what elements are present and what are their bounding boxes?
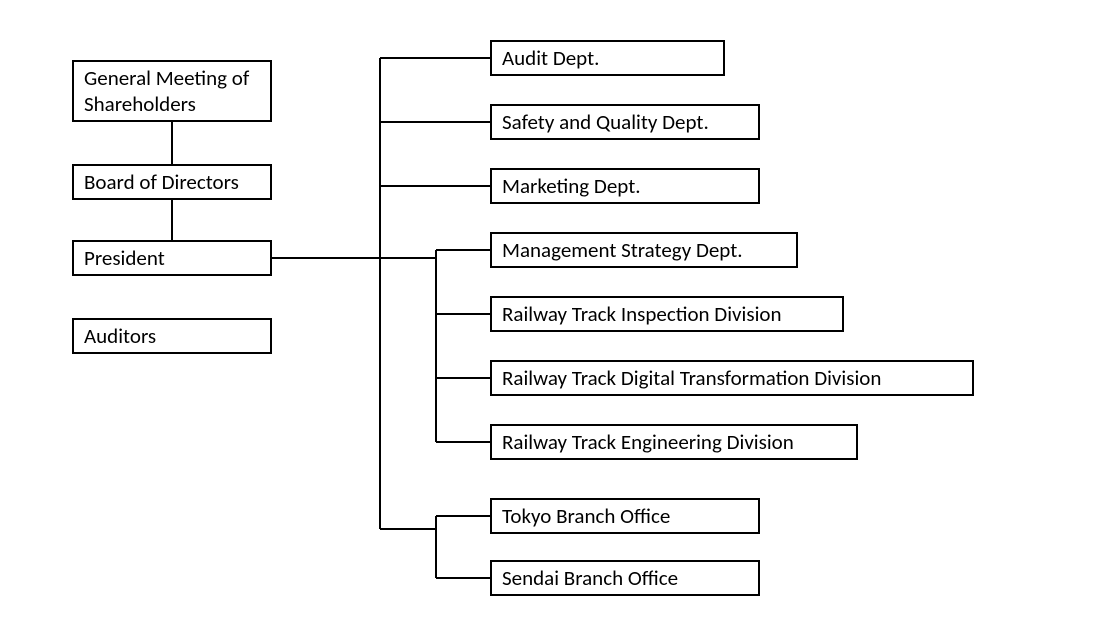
node-label: Safety and Quality Dept.: [502, 109, 709, 135]
node-rt_eng: Railway Track Engineering Division: [490, 424, 858, 460]
node-board: Board of Directors: [72, 164, 272, 200]
node-label: Board of Directors: [84, 169, 239, 195]
node-mgmt_strat: Management Strategy Dept.: [490, 232, 798, 268]
node-tokyo: Tokyo Branch Office: [490, 498, 760, 534]
node-safety_dept: Safety and Quality Dept.: [490, 104, 760, 140]
node-audit_dept: Audit Dept.: [490, 40, 725, 76]
node-sendai: Sendai Branch Office: [490, 560, 760, 596]
node-label: Marketing Dept.: [502, 173, 641, 199]
node-label: Railway Track Digital Transformation Div…: [502, 365, 881, 391]
org-chart: General Meeting of Shareholders Board of …: [0, 0, 1120, 630]
node-label: Management Strategy Dept.: [502, 237, 743, 263]
node-label: Auditors: [84, 323, 156, 349]
node-label: Tokyo Branch Office: [502, 503, 670, 529]
node-label: Railway Track Engineering Division: [502, 429, 794, 455]
node-label: Railway Track Inspection Division: [502, 301, 782, 327]
node-rt_inspect: Railway Track Inspection Division: [490, 296, 844, 332]
node-label: General Meeting of Shareholders: [84, 65, 260, 118]
node-auditors: Auditors: [72, 318, 272, 354]
node-label: President: [84, 245, 165, 271]
node-shareholders: General Meeting of Shareholders: [72, 60, 272, 122]
node-label: Sendai Branch Office: [502, 565, 678, 591]
node-marketing: Marketing Dept.: [490, 168, 760, 204]
node-rt_dx: Railway Track Digital Transformation Div…: [490, 360, 974, 396]
node-label: Audit Dept.: [502, 45, 599, 71]
node-president: President: [72, 240, 272, 276]
